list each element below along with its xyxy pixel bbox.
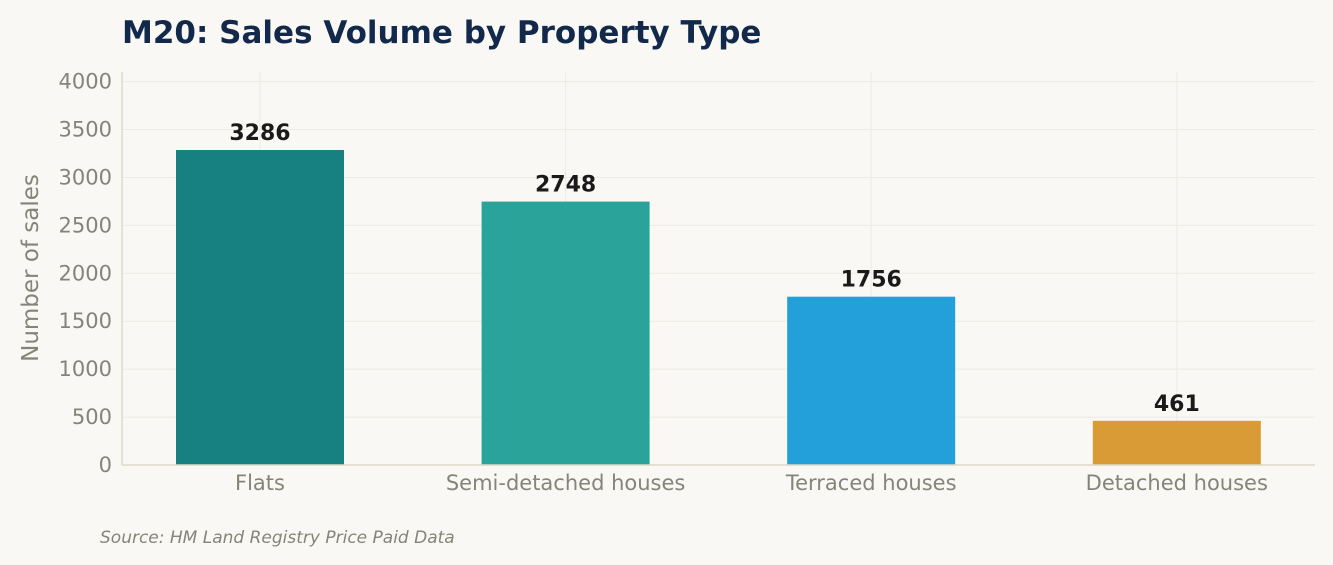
bar-2 <box>787 296 956 465</box>
bar-value-label: 461 <box>1154 392 1200 417</box>
x-axis-ticks: Flats Semi-detached houses Terraced houses… <box>235 471 1268 495</box>
y-tick-label: 500 <box>72 405 112 429</box>
x-tick-label: Semi-detached houses <box>446 471 686 495</box>
bars <box>176 150 1261 465</box>
y-tick-label: 3500 <box>59 118 112 142</box>
y-tick-label: 2500 <box>59 213 112 237</box>
bar-value-label: 3286 <box>229 121 290 146</box>
source-note: Source: HM Land Registry Price Paid Data <box>100 528 455 548</box>
y-tick-label: 2000 <box>59 261 112 285</box>
x-tick-label: Flats <box>235 471 285 495</box>
y-tick-label: 0 <box>99 453 112 477</box>
bar-value-label: 2748 <box>535 173 596 198</box>
y-tick-label: 1000 <box>59 357 112 381</box>
y-tick-label: 4000 <box>59 70 112 94</box>
x-tick-label: Terraced houses <box>785 471 957 495</box>
bar-3 <box>1092 420 1261 465</box>
x-tick-label: Detached houses <box>1086 471 1268 495</box>
bar-0 <box>176 150 344 465</box>
y-axis-ticks: 0 500 1000 1500 2000 2500 3000 3500 4000 <box>59 70 112 477</box>
bar-value-label: 1756 <box>841 268 902 293</box>
y-axis-label: Number of sales <box>18 174 44 362</box>
value-labels: 3286 2748 1756 461 <box>229 121 1199 417</box>
y-tick-label: 1500 <box>59 309 112 333</box>
chart-title: M20: Sales Volume by Property Type <box>122 15 761 51</box>
y-tick-label: 3000 <box>59 165 112 189</box>
bar-1 <box>481 201 650 465</box>
